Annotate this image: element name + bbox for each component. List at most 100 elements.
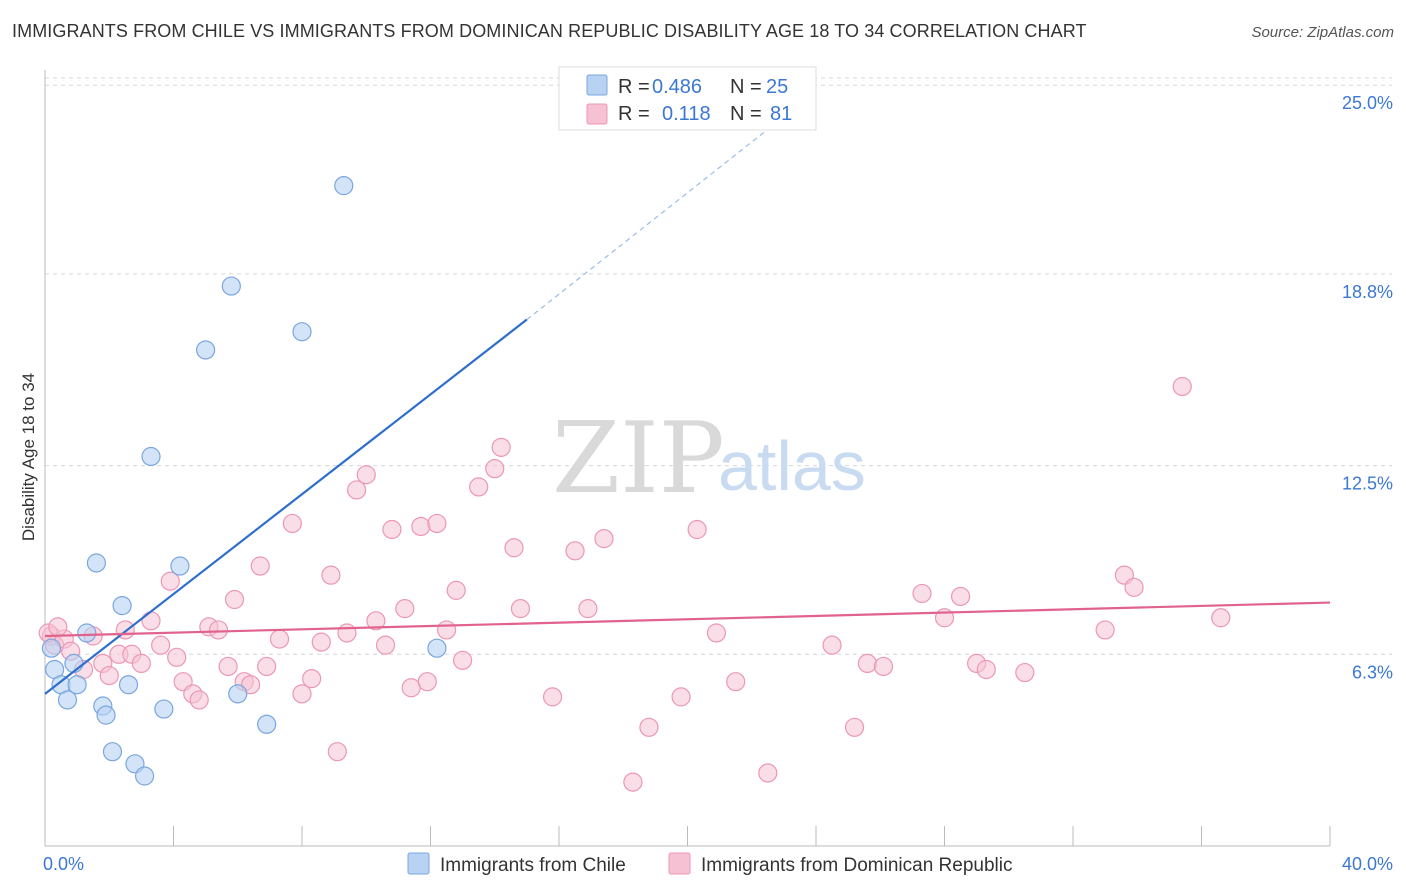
dr-point-39 (382, 519, 402, 540)
chile-point-11 (112, 595, 132, 616)
chart-title: IMMIGRANTS FROM CHILE VS IMMIGRANTS FROM… (12, 21, 1087, 41)
bottom-legend-label-chile: Immigrants from Chile (440, 855, 626, 876)
y-tick-label-1: 12.5% (1342, 474, 1393, 494)
watermark-atlas: atlas (718, 427, 866, 505)
legend-n-value-chile: 25 (766, 76, 788, 98)
dr-point-33 (327, 742, 347, 762)
dr-point-14 (160, 571, 180, 591)
correlation-legend: R = 0.486 N = 25 R = 0.118 N = 81 (558, 66, 817, 131)
x-tick-label-1: 40.0% (1342, 854, 1393, 874)
dr-point-28 (282, 513, 302, 534)
dr-point-52 (510, 599, 531, 619)
dr-point-78 (1211, 608, 1231, 628)
dr-point-46 (446, 580, 466, 600)
dr-point-73 (1015, 662, 1035, 683)
dr-point-56 (594, 529, 614, 549)
chile-point-3 (57, 690, 78, 710)
chile-point-6 (77, 623, 97, 643)
dr-point-76 (1124, 577, 1144, 597)
dr-point-32 (321, 565, 341, 585)
dr-point-47 (453, 650, 473, 670)
dr-point-37 (366, 611, 386, 631)
dr-point-72 (976, 659, 996, 680)
dr-point-64 (822, 635, 842, 655)
chile-point-23 (334, 176, 354, 196)
dr-point-15 (167, 647, 187, 667)
chile-point-18 (196, 340, 216, 360)
gridlines (45, 77, 1392, 655)
y-axis-label: Disability Age 18 to 34 (19, 373, 38, 541)
dr-point-35 (347, 480, 367, 500)
legend-r-label-chile: R = (618, 76, 650, 98)
chile-point-5 (67, 675, 87, 695)
dr-point-45 (436, 620, 457, 640)
y-tick-label-2: 18.8% (1342, 282, 1393, 302)
series-legend: Immigrants from Chile Immigrants from Do… (407, 852, 1013, 876)
chile-point-19 (221, 276, 241, 296)
watermark-zip: ZIP (552, 402, 725, 516)
x-tick-labels: 0.0% 40.0% (43, 854, 1393, 874)
dr-point-51 (504, 538, 524, 558)
dr-point-58 (639, 717, 659, 737)
dr-point-53 (542, 687, 563, 707)
dr-point-63 (758, 763, 778, 783)
bottom-legend-swatch-chile (407, 852, 430, 875)
legend-n-value-dr: 81 (770, 103, 792, 125)
dr-point-68 (912, 583, 932, 604)
bottom-legend-swatch-dr (668, 852, 691, 875)
dr-point-21 (218, 656, 238, 677)
dr-point-13 (151, 635, 171, 655)
chile-point-20 (228, 684, 248, 704)
dr-point-48 (469, 477, 489, 497)
chile-point-16 (154, 699, 174, 719)
chile-point-9 (96, 705, 116, 725)
dr-point-7 (99, 665, 119, 686)
dr-point-44 (427, 513, 447, 534)
dr-point-70 (950, 586, 971, 607)
chile-point-12 (118, 675, 139, 695)
dr-point-31 (311, 632, 331, 652)
watermark: ZIP atlas (552, 402, 866, 516)
legend-swatch-dr (586, 103, 608, 125)
chile-point-22 (292, 322, 312, 342)
dr-point-36 (356, 465, 376, 485)
dr-point-54 (565, 541, 585, 561)
dr-point-61 (706, 623, 727, 643)
y-tick-labels: 6.3% 12.5% 18.8% 25.0% (1342, 93, 1393, 682)
dr-point-12 (141, 611, 161, 631)
chile-point-10 (102, 742, 123, 762)
dr-point-22 (224, 589, 245, 610)
dr-point-18 (189, 690, 209, 710)
y-tick-label-3: 25.0% (1342, 93, 1393, 113)
chile-point-14 (134, 766, 155, 786)
dr-point-38 (375, 635, 396, 655)
dr-point-42 (411, 516, 431, 537)
dr-point-67 (873, 656, 894, 677)
dr-point-66 (857, 653, 878, 674)
x-tick-label-0: 0.0% (43, 854, 84, 874)
dr-point-55 (578, 599, 598, 619)
chile-point-24 (427, 638, 447, 658)
legend-n-label-chile: N = (730, 76, 762, 98)
dr-point-40 (395, 599, 415, 619)
dr-point-59 (671, 687, 691, 707)
dr-point-27 (269, 629, 290, 649)
dr-point-74 (1095, 620, 1115, 640)
source-label: Source: ZipAtlas.com (1251, 24, 1394, 41)
dr-point-20 (208, 620, 229, 640)
dr-point-80 (48, 617, 68, 637)
dr-point-34 (337, 623, 357, 643)
legend-r-value-dr: 0.118 (662, 103, 711, 125)
dr-point-57 (623, 772, 643, 792)
chile-point-4 (64, 653, 84, 674)
axes (44, 70, 1331, 847)
dr-point-60 (687, 519, 707, 540)
chile-point-17 (170, 556, 190, 576)
bottom-legend-label-dr: Immigrants from Dominican Republic (701, 855, 1013, 876)
chile-trendline (44, 318, 528, 695)
dr-point-25 (250, 556, 270, 576)
chile-point-15 (141, 446, 161, 467)
dr-point-43 (417, 672, 437, 692)
dr-point-30 (302, 669, 322, 689)
dr-point-62 (726, 672, 746, 692)
